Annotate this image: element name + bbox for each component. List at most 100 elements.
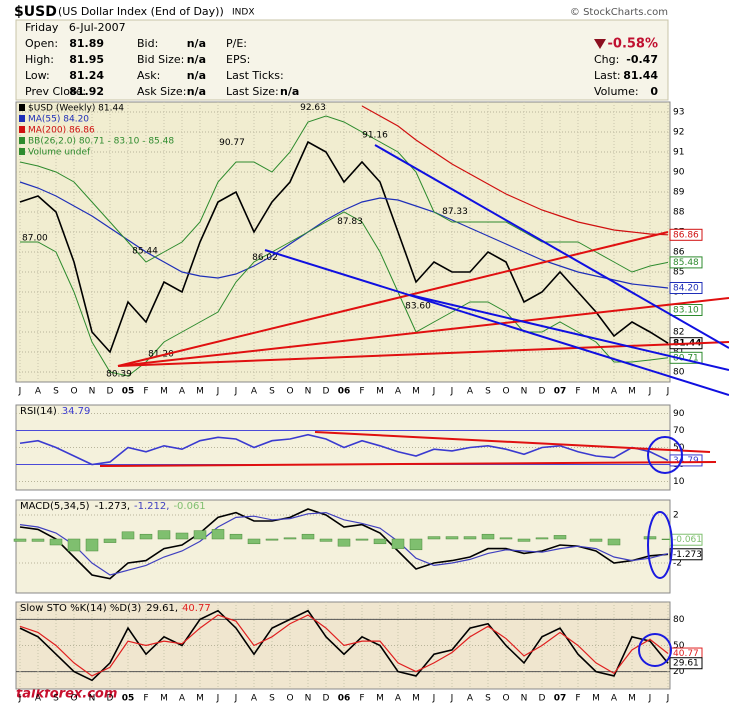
histogram-bar — [49, 538, 63, 546]
x-tick-label: J — [450, 387, 454, 397]
bid-label: Bid Size: — [137, 53, 184, 66]
quote-date: Friday 6-Jul-2007 — [25, 21, 126, 34]
legend-entry: BB(26,2.0) 80.71 - 83.10 - 85.48 — [28, 137, 174, 147]
series-line — [19, 433, 669, 466]
histogram-bar — [265, 538, 279, 541]
x-tick-label: M — [160, 387, 168, 397]
x-tick-label: M — [628, 387, 636, 397]
x-tick-label: F — [359, 387, 364, 397]
legend-swatch — [19, 115, 25, 122]
histogram-bar — [337, 538, 351, 547]
value-tag-label: -1.273 — [673, 550, 702, 560]
trend-line — [264, 249, 729, 396]
x-tick-label: J — [18, 387, 22, 397]
legend-entry: 40.77 — [182, 603, 211, 614]
series-line — [19, 140, 669, 354]
x-tick-label: F — [575, 387, 580, 397]
histogram-bar — [589, 538, 603, 542]
histogram-bar — [211, 529, 225, 540]
y-tick-label: 91 — [673, 148, 684, 158]
x-tick-label: J — [234, 387, 238, 397]
fundamental-label: Last Ticks: — [226, 69, 284, 82]
histogram-bar — [139, 533, 153, 540]
y-tick-label: 80 — [673, 368, 685, 378]
highlight-circle — [647, 511, 673, 579]
x-tick-label: N — [89, 694, 96, 704]
x-tick-label: F — [575, 694, 580, 704]
legend-entry: MA(200) 86.86 — [28, 126, 95, 136]
x-tick-label: M — [196, 694, 204, 704]
x-tick-label: M — [592, 694, 600, 704]
x-tick-label: A — [179, 387, 186, 397]
price-annotation: 91.16 — [362, 130, 388, 140]
x-tick-label: J — [648, 694, 652, 704]
value-tag — [669, 454, 703, 467]
price-annotation: 83.60 — [405, 302, 431, 312]
series-line — [19, 508, 669, 580]
x-tick-label: O — [286, 387, 293, 397]
x-tick-label: N — [521, 694, 528, 704]
histogram-bar — [355, 538, 369, 541]
quote-value: 81.92 — [69, 85, 104, 98]
histogram-bar — [409, 538, 423, 551]
down-arrow — [594, 39, 606, 49]
value-tag — [669, 657, 703, 670]
bid-label: Ask Size: — [137, 85, 186, 98]
x-tick-label: D — [323, 387, 330, 397]
x-tick-label: A — [179, 694, 186, 704]
x-tick-label: M — [376, 694, 384, 704]
histogram-bar — [67, 538, 81, 552]
x-tick-label: 06 — [338, 387, 351, 397]
histogram-bar — [283, 537, 297, 540]
x-tick-label: S — [269, 694, 275, 704]
x-tick-label: F — [143, 387, 148, 397]
y-tick-label: 90 — [673, 168, 685, 178]
x-tick-label: 06 — [338, 694, 351, 704]
y-tick-label: 89 — [673, 188, 685, 198]
x-tick-label: O — [70, 694, 77, 704]
histogram-bar — [553, 535, 567, 540]
series-line — [19, 511, 669, 576]
bid-value: n/a — [187, 37, 206, 50]
x-tick-label: 07 — [554, 387, 567, 397]
copyright: © StockCharts.com — [570, 7, 668, 18]
value-tag-label: 34.79 — [673, 456, 699, 466]
trend-line — [409, 294, 729, 371]
bid-label: Bid: — [137, 37, 158, 50]
histogram-bar — [229, 533, 243, 540]
quote-label: Prev Close: — [25, 85, 86, 98]
price-annotation: 86.02 — [252, 253, 278, 263]
y-tick-label: 80 — [673, 615, 685, 625]
quote-label: High: — [25, 53, 54, 66]
legend-swatch — [19, 137, 25, 144]
legend-entry: -0.061 — [173, 501, 205, 512]
x-tick-label: S — [269, 387, 275, 397]
y-tick-label: 90 — [673, 409, 685, 419]
y-tick-label: -2 — [673, 559, 682, 569]
value-tag — [669, 548, 703, 561]
quote-value: 81.89 — [69, 37, 104, 50]
x-tick-label: M — [412, 694, 420, 704]
price-annotation: 90.77 — [219, 138, 245, 148]
x-tick-label: M — [376, 387, 384, 397]
x-tick-label: J — [666, 694, 670, 704]
y-tick-label: 88 — [673, 208, 685, 218]
summary-value: 0 — [650, 85, 658, 98]
value-tag-label: 85.48 — [673, 258, 699, 268]
value-tag — [669, 351, 703, 364]
trend-line — [99, 461, 717, 467]
histogram-bar — [391, 538, 405, 549]
value-tag-label: 40.77 — [673, 649, 699, 659]
x-tick-label: J — [450, 694, 454, 704]
value-tag — [669, 256, 703, 269]
x-tick-label: J — [18, 694, 22, 704]
series-line — [19, 181, 669, 289]
x-tick-label: A — [611, 694, 618, 704]
y-tick-label: 92 — [673, 128, 684, 138]
histogram-bar — [607, 538, 621, 546]
summary-label: Last: — [594, 69, 621, 82]
legend-swatch — [19, 104, 25, 111]
value-tag-label: -0.061 — [673, 535, 702, 545]
price-annotation: 87.00 — [22, 234, 48, 244]
histogram-bar — [13, 538, 27, 542]
